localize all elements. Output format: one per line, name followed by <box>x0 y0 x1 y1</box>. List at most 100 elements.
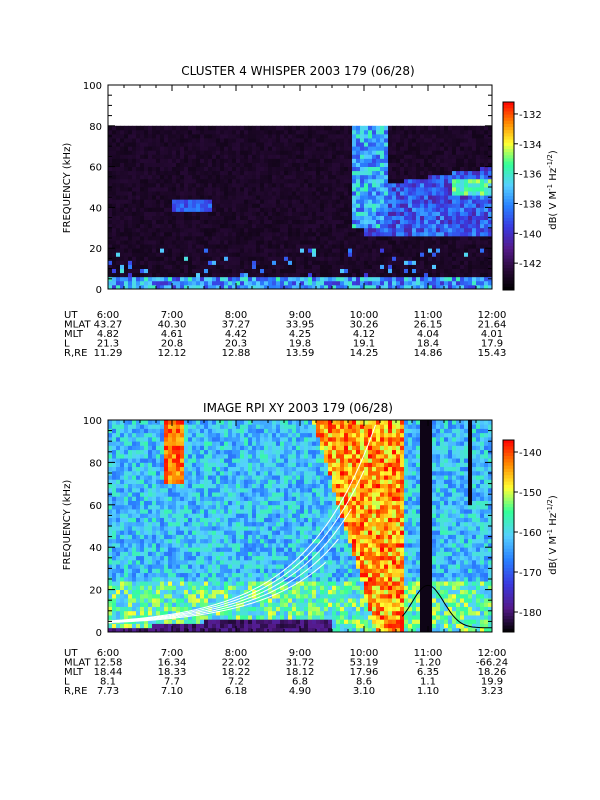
spectrogram-cell <box>408 215 413 221</box>
spectrogram-cell <box>416 154 421 159</box>
spectrogram-cell <box>280 231 285 237</box>
spectrogram-cell <box>252 264 257 269</box>
spectrogram-cell <box>488 207 493 212</box>
spectrogram-cell <box>128 187 133 192</box>
spectrogram-cell <box>264 138 269 143</box>
spectrogram-cell <box>384 215 389 221</box>
spectrogram-cell <box>220 219 225 225</box>
spectrogram-cell <box>168 521 173 527</box>
spectrogram-cell <box>408 219 413 225</box>
spectrogram-cell <box>208 154 213 159</box>
spectrogram-cell <box>432 142 437 147</box>
spectrogram-cell <box>272 146 277 151</box>
spectrogram-cell <box>140 530 145 535</box>
spectrogram-cell <box>312 268 317 274</box>
spectrogram-cell <box>188 199 193 204</box>
spectrogram-cell <box>340 146 345 151</box>
spectrogram-cell <box>132 252 137 257</box>
spectrogram-cell <box>412 142 417 147</box>
spectrogram-cell <box>332 280 337 286</box>
spectrogram-cell <box>328 235 333 241</box>
spectrogram-cell <box>132 492 137 497</box>
spectrogram-cell <box>308 166 313 172</box>
spectrogram-cell <box>148 133 153 139</box>
spectrogram-cell <box>144 572 149 578</box>
spectrogram-cell <box>312 256 317 261</box>
spectrogram-cell <box>160 436 165 442</box>
spectrogram-cell <box>132 240 137 245</box>
spectrogram-cell <box>368 260 373 265</box>
spectrogram-cell <box>308 158 313 163</box>
spectrogram-cell <box>116 487 121 493</box>
spectrogram-cell <box>448 138 453 143</box>
spectrogram-cell <box>292 166 297 172</box>
spectrogram-cell <box>156 441 161 446</box>
spectrogram-cell <box>116 199 121 204</box>
spectrogram-cell <box>256 125 261 131</box>
spectrogram-cell <box>116 521 121 527</box>
spectrogram-cell <box>296 191 301 196</box>
spectrogram-cell <box>296 195 301 200</box>
spectrogram-cell <box>236 215 241 221</box>
spectrogram-cell <box>284 199 289 204</box>
spectrogram-cell <box>180 146 185 151</box>
spectrogram-cell <box>304 162 309 167</box>
spectrogram-cell <box>280 248 285 253</box>
spectrogram-cell <box>436 244 441 249</box>
spectrogram-cell <box>148 187 153 192</box>
spectrogram-cell <box>300 252 305 257</box>
spectrogram-cell <box>112 576 117 582</box>
spectrogram-cell <box>152 199 157 204</box>
spectrogram-cell <box>144 215 149 221</box>
ephemeris-value: 4.01 <box>481 329 503 340</box>
spectrogram-cell <box>120 215 125 221</box>
spectrogram-cell <box>304 227 309 233</box>
spectrogram-cell <box>244 268 249 274</box>
spectrogram-cell <box>320 142 325 147</box>
spectrogram-cell <box>324 276 329 282</box>
spectrogram-cell <box>384 203 389 208</box>
spectrogram-cell <box>180 559 185 565</box>
spectrogram-cell <box>348 252 353 257</box>
spectrogram-cell <box>236 207 241 212</box>
spectrogram-cell <box>308 227 313 233</box>
spectrogram-cell <box>312 240 317 245</box>
spectrogram-cell <box>336 146 341 151</box>
spectrogram-cell <box>124 133 129 139</box>
spectrogram-cell <box>120 199 125 204</box>
spectrogram-cell <box>280 170 285 176</box>
spectrogram-cell <box>124 542 129 548</box>
spectrogram-cell <box>396 284 401 290</box>
spectrogram-cell <box>308 129 313 135</box>
spectrogram-cell <box>420 129 425 135</box>
spectrogram-cell <box>304 276 309 282</box>
spectrogram-cell <box>400 166 405 172</box>
spectrogram-cell <box>480 146 485 151</box>
colorbar-swatch <box>503 130 514 134</box>
spectrogram-cell <box>368 211 373 216</box>
spectrogram-cell <box>168 428 173 434</box>
spectrogram-cell <box>152 240 157 245</box>
spectrogram-cell <box>344 231 349 237</box>
spectrogram-cell <box>424 174 429 180</box>
spectrogram-cell <box>244 272 249 278</box>
spectrogram-cell <box>432 240 437 245</box>
spectrogram-cell <box>184 240 189 245</box>
spectrogram-cell <box>276 240 281 245</box>
spectrogram-cell <box>220 244 225 249</box>
spectrogram-cell <box>156 453 161 459</box>
spectrogram-cell <box>416 129 421 135</box>
spectrogram-cell <box>120 146 125 151</box>
spectrogram-cell <box>252 280 257 286</box>
spectrogram-cell <box>428 133 433 139</box>
spectrogram-cell <box>440 170 445 176</box>
spectrogram-cell <box>488 231 493 237</box>
spectrogram-cell <box>288 187 293 192</box>
spectrogram-cell <box>292 142 297 147</box>
spectrogram-cell <box>256 235 261 241</box>
spectrogram-cell <box>340 227 345 233</box>
spectrogram-cell <box>124 260 129 265</box>
spectrogram-cell <box>128 264 133 269</box>
spectrogram-cell <box>336 268 341 274</box>
spectrogram-cell <box>112 138 117 143</box>
